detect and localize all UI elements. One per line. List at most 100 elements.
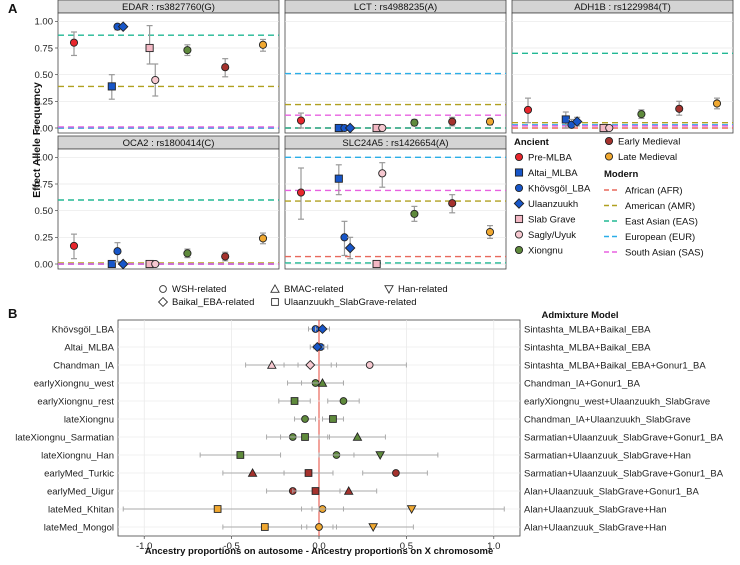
point-altai-mlba <box>334 174 343 183</box>
point-late-medieval <box>485 117 495 126</box>
y-tick-label: 0.50 <box>35 70 54 81</box>
point-xiongnu <box>183 46 192 55</box>
point-pre-mlba <box>296 116 306 125</box>
point-sagly-uyuk <box>151 259 160 269</box>
x-tick-label: 0.5 <box>400 541 413 552</box>
point-altai-mlba <box>107 259 116 269</box>
point-circle <box>339 397 348 405</box>
legend-marker <box>514 230 524 239</box>
panel-b-right-title: Admixture Model <box>541 310 618 321</box>
point-square <box>213 505 222 513</box>
point-ulaanzuukh <box>344 242 356 254</box>
shape-legend-marker <box>271 298 279 306</box>
legend-marker <box>514 168 524 177</box>
legend-label: South Asian (SAS) <box>625 247 704 258</box>
x-tick-label: -1.0 <box>136 541 152 552</box>
point-early-medieval <box>221 63 230 72</box>
y-tick-label: 0.25 <box>35 97 54 108</box>
row-model: Sintashta_MLBA+Baikal_EBA <box>524 342 651 353</box>
legend-modern-title: Modern <box>604 169 639 180</box>
facet-title: SLC24A5 : rs1426654(A) <box>342 138 448 149</box>
y-tick-label: 0.00 <box>35 259 54 270</box>
facet-title: ADH1B : rs1229984(T) <box>574 2 671 13</box>
point-triangle-down <box>406 505 417 515</box>
point-circle <box>315 523 323 531</box>
point-diamond <box>317 323 328 335</box>
legend-marker <box>604 152 614 161</box>
panel-a-legend: Ancient Pre-MLBA Altai_MLBA Khövsgöl_LBA Ula… <box>513 136 704 258</box>
legend-ancient-title: Ancient <box>514 137 550 148</box>
point-square <box>329 415 337 423</box>
point-kh-vsg-l-lba <box>340 233 349 242</box>
point-sagly-uyuk <box>378 123 387 133</box>
shape-legend-label: WSH-related <box>172 284 226 295</box>
point-ulaanzuukh <box>117 258 129 270</box>
point-triangle-up <box>266 359 277 369</box>
panel-a-facets: EDAR : rs3827760(G) 0.00 0.25 0.50 0.75 1.00 L… <box>35 0 734 270</box>
point-early-medieval <box>448 199 457 208</box>
legend-label: East Asian (EAS) <box>625 216 698 227</box>
row-label: lateXiongnu_Sarmatian <box>15 432 114 443</box>
row-label: Khövsgöl_LBA <box>52 324 115 335</box>
row-model: Sarmatian+Ulaanzuuk_SlabGrave+Han <box>524 450 691 461</box>
point-sagly-uyuk <box>605 123 614 133</box>
point-ulaanzuukh <box>344 122 356 134</box>
row-model: Sarmatian+Ulaanzuuk_SlabGrave+Gonur1_BA <box>524 468 724 479</box>
legend-marker <box>514 152 524 162</box>
y-tick-label: 0.50 <box>35 206 54 217</box>
facet-panel <box>284 148 507 270</box>
point-late-medieval <box>258 40 268 49</box>
row-label: Altai_MLBA <box>64 342 114 353</box>
legend-label: Xiongnu <box>528 245 563 256</box>
row-label: earlyXiongnu_rest <box>37 396 114 407</box>
point-kh-vsg-l-lba <box>113 247 122 256</box>
point-square <box>236 451 245 459</box>
point-circle <box>301 415 309 423</box>
panel-a-ylabel: Effect Allele Frequency <box>31 82 43 198</box>
point-pre-mlba <box>69 241 79 250</box>
x-tick-label: -0.5 <box>223 541 239 552</box>
legend-label: African (AFR) <box>625 185 683 196</box>
point-pre-mlba <box>523 105 533 114</box>
row-model: Alan+Ulaanzuuk_SlabGrave+Han <box>524 522 667 533</box>
x-tick-label: 0.0 <box>312 541 325 552</box>
legend-label: Late Medieval <box>618 152 677 163</box>
legend-marker <box>604 136 614 146</box>
point-early-medieval <box>675 104 684 113</box>
panel-b-plot: -1.0 -0.5 0.0 0.5 1.0 Khövsgöl_LBA Sintashta_M… <box>15 319 724 552</box>
panel-b-xlabel: Ancestry proportions on autosome - Ances… <box>145 546 494 557</box>
point-xiongnu <box>410 118 419 127</box>
point-square <box>260 523 269 531</box>
row-model: Chandman_IA+Gonur1_BA <box>524 378 641 389</box>
point-circle <box>365 361 374 369</box>
point-xiongnu <box>637 110 646 119</box>
point-diamond <box>312 341 323 353</box>
row-label: lateMed_Khitan <box>48 504 114 515</box>
point-ulaanzuukh <box>571 116 583 127</box>
legend-marker <box>514 214 524 224</box>
facet-title: EDAR : rs3827760(G) <box>122 2 215 13</box>
point-sagly-uyuk <box>151 75 160 85</box>
point-square <box>304 469 313 477</box>
legend-label: Slab Grave <box>528 214 576 225</box>
point-square <box>290 397 299 405</box>
point-late-medieval <box>485 227 495 237</box>
y-tick-label: 1.00 <box>35 17 54 28</box>
point-diamond <box>305 359 316 371</box>
panel-label-a: A <box>8 1 18 16</box>
legend-label: Altai_MLBA <box>528 168 578 179</box>
row-label: earlyMed_Uigur <box>47 486 114 497</box>
shape-legend-label: Baikal_EBA-related <box>172 297 254 308</box>
shape-legend-label: BMAC-related <box>284 284 344 295</box>
point-xiongnu <box>183 249 192 258</box>
shape-legend-marker <box>270 283 280 293</box>
row-model: earlyXiongnu_west+Ulaanzuukh_SlabGrave <box>524 396 710 407</box>
facet-title: OCA2 : rs1800414(C) <box>123 138 215 149</box>
shape-legend-marker <box>159 285 167 293</box>
y-tick-label: 1.00 <box>35 153 54 164</box>
legend-label: Early Medieval <box>618 136 680 147</box>
legend-label: Khövsgöl_LBA <box>528 183 591 194</box>
point-circle <box>392 469 400 477</box>
point-sagly-uyuk <box>378 169 387 178</box>
